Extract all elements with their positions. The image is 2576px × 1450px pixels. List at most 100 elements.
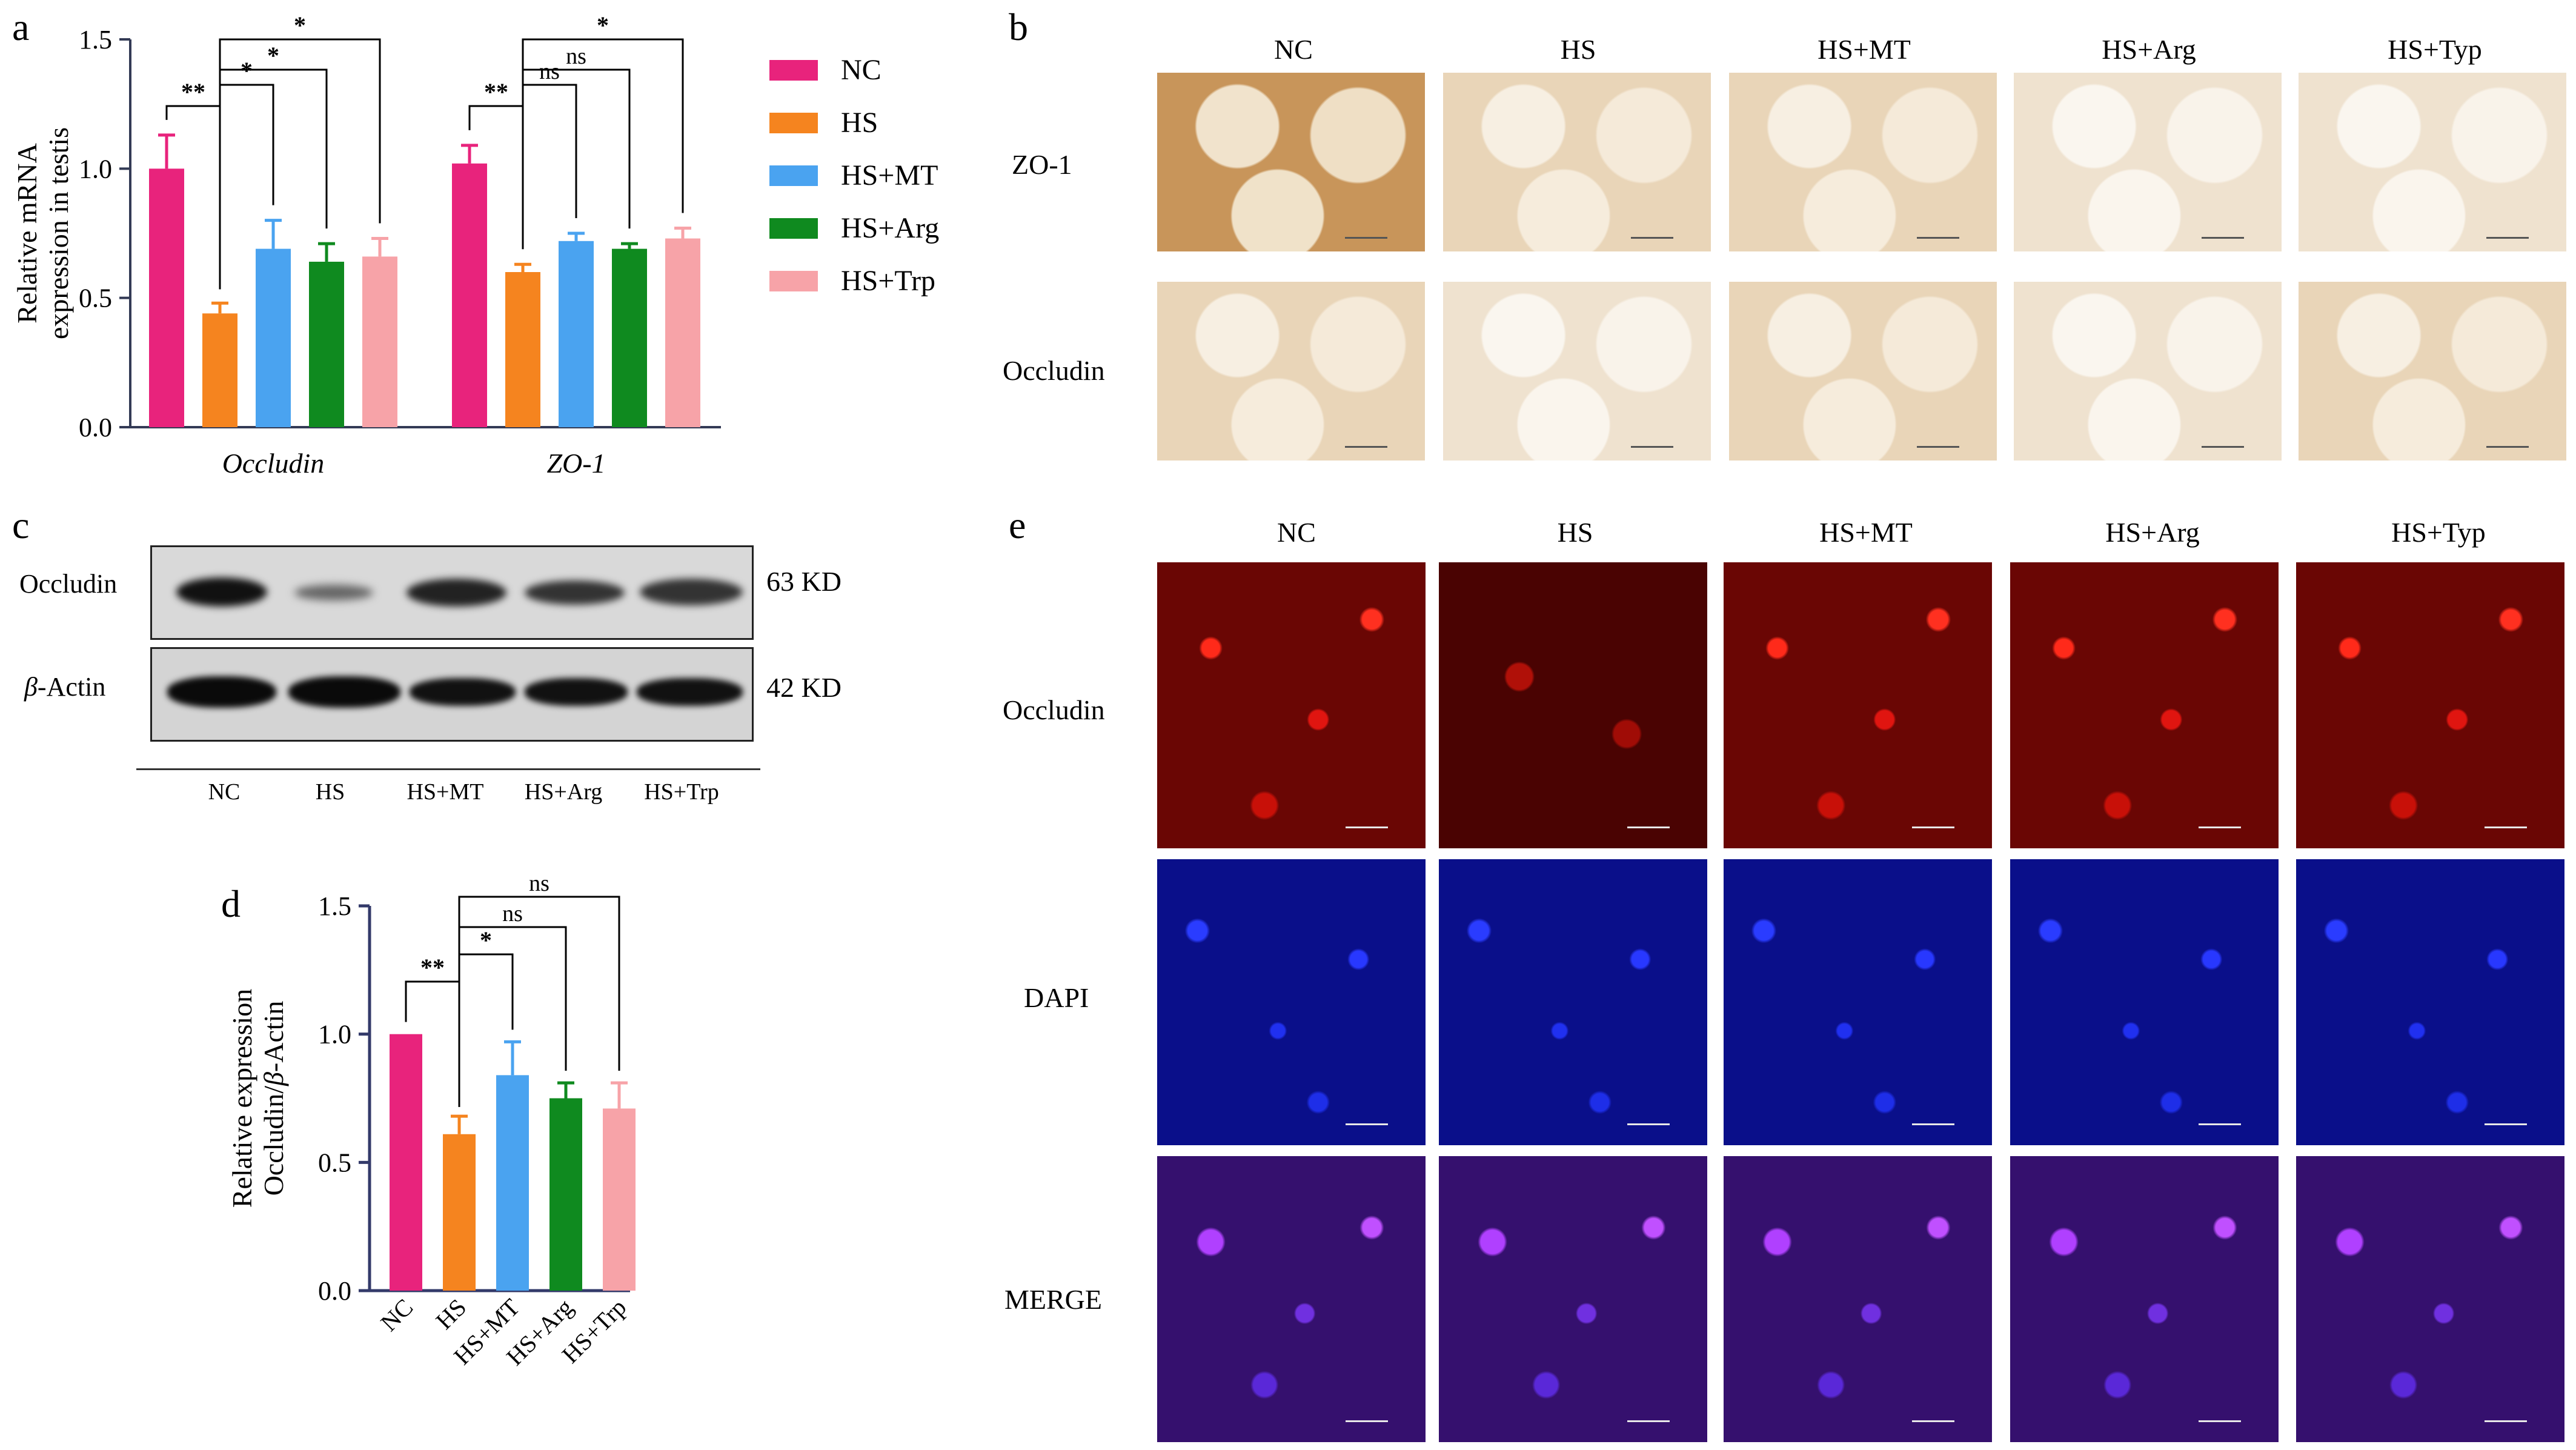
column-label: HS+Typ <box>2391 517 2486 548</box>
significance-bracket <box>219 38 381 290</box>
scale-bar <box>1345 826 1388 828</box>
legend-item: HS+Arg <box>769 202 975 254</box>
column-label: HS+Arg <box>2105 517 2200 548</box>
band <box>637 678 743 706</box>
blot-occludin <box>150 545 754 640</box>
lane-label: HS+Arg <box>524 779 603 805</box>
legend-swatch <box>769 270 818 291</box>
lane-label: HS+MT <box>407 779 484 805</box>
if-image-occludin-hs <box>1439 562 1707 848</box>
scale-bar <box>1627 1420 1670 1422</box>
band <box>407 579 506 607</box>
lane-label: HS+Trp <box>644 779 719 805</box>
bar <box>149 168 184 427</box>
bar <box>549 1098 582 1291</box>
scale-bar <box>2484 1123 2527 1125</box>
legend-swatch <box>769 59 818 81</box>
scale-bar <box>2198 826 2241 828</box>
y-tick-label: 0.0 <box>318 1276 351 1306</box>
if-image-occludin-nc <box>1157 562 1426 848</box>
scale-bar <box>1911 1123 1954 1125</box>
ihc-image-zo1-hsarg <box>2014 73 2282 251</box>
blot-size-63kd: 63 KD <box>766 566 842 597</box>
bar <box>362 256 397 427</box>
scale-bar <box>1911 1420 1954 1422</box>
lane-label: NC <box>208 779 241 805</box>
legend-swatch <box>769 218 818 239</box>
y-axis-label-line: expression in testis <box>43 127 74 339</box>
if-image-dapi-hsarg <box>2010 859 2279 1145</box>
significance-label: ns <box>539 59 560 84</box>
panel-label-c: c <box>12 504 30 547</box>
band <box>525 580 625 605</box>
ihc-image-occludin-hs <box>1443 282 1711 461</box>
ihc-image-zo1-nc <box>1157 73 1425 251</box>
legend: NC HS HS+MT HS+Arg HS+Trp <box>769 44 975 307</box>
y-axis-label-line: Occludin/ <box>258 1086 289 1196</box>
column-label: HS+Arg <box>2102 34 2196 65</box>
ihc-image-occludin-nc <box>1157 282 1425 461</box>
panel-label-b: b <box>1009 5 1028 48</box>
ihc-image-occludin-hsmt <box>1729 282 1997 461</box>
blot-label-occludin: Occludin <box>19 569 118 599</box>
x-tick-label: NC <box>375 1294 418 1337</box>
if-image-merge-hs <box>1439 1156 1707 1442</box>
column-label: NC <box>1274 34 1313 65</box>
y-tick-label: 1.0 <box>79 154 112 184</box>
significance-bracket <box>522 84 577 248</box>
row-label: Occludin <box>1003 355 1105 386</box>
if-image-merge-nc <box>1157 1156 1426 1442</box>
if-image-dapi-hsmt <box>1724 859 1992 1145</box>
if-image-merge-hsmt <box>1724 1156 1992 1442</box>
significance-label: ns <box>529 873 549 896</box>
legend-label: NC <box>841 54 881 86</box>
bar <box>390 1034 422 1291</box>
y-axis-label: Relative mRNAexpression in testis <box>12 127 74 339</box>
ihc-image-zo1-hstyp <box>2299 73 2566 251</box>
legend-label: HS <box>841 107 878 139</box>
significance-label: * <box>267 42 279 69</box>
bar <box>559 241 594 427</box>
y-axis-label-line: -Actin <box>258 1001 289 1073</box>
if-image-occludin-hsarg <box>2010 562 2279 848</box>
if-image-dapi-hstyp <box>2296 859 2564 1145</box>
scale-bar <box>1911 826 1954 828</box>
significance-label: ** <box>484 78 508 105</box>
lane-label: HS <box>315 779 345 805</box>
bar <box>612 248 647 427</box>
row-label: Occludin <box>1003 694 1105 725</box>
y-tick-label: 0.0 <box>79 413 112 442</box>
y-axis-label-line: Relative expression <box>227 989 257 1208</box>
if-image-occludin-hsmt <box>1724 562 1992 848</box>
bar <box>496 1075 529 1291</box>
scale-bar <box>2202 446 2245 448</box>
scale-bar <box>1345 446 1388 448</box>
if-image-occludin-hstyp <box>2296 562 2564 848</box>
scale-bar <box>1631 237 1674 239</box>
significance-label: * <box>480 926 492 954</box>
group-label: ZO-1 <box>546 448 605 479</box>
column-label: HS+MT <box>1819 517 1913 548</box>
y-axis-label-beta: β <box>258 1072 289 1086</box>
y-tick-label: 1.5 <box>318 891 351 921</box>
legend-label: HS+MT <box>841 159 938 191</box>
band <box>176 577 267 607</box>
bar <box>505 272 540 427</box>
ihc-image-zo1-hs <box>1443 73 1711 251</box>
if-image-dapi-hs <box>1439 859 1707 1145</box>
significance-bracket <box>522 38 684 248</box>
bar <box>256 248 291 427</box>
legend-item: HS+MT <box>769 149 975 202</box>
if-image-merge-hstyp <box>2296 1156 2564 1442</box>
if-image-merge-hsarg <box>2010 1156 2279 1442</box>
column-label: NC <box>1277 517 1316 548</box>
scale-bar <box>1345 237 1388 239</box>
band <box>294 585 373 600</box>
scale-bar <box>1345 1420 1388 1422</box>
blot-divider <box>136 768 760 770</box>
y-tick-label: 0.5 <box>79 284 112 313</box>
legend-item: NC <box>769 44 975 96</box>
scale-bar <box>2486 237 2529 239</box>
row-label: MERGE <box>1004 1284 1102 1315</box>
band <box>525 678 628 706</box>
